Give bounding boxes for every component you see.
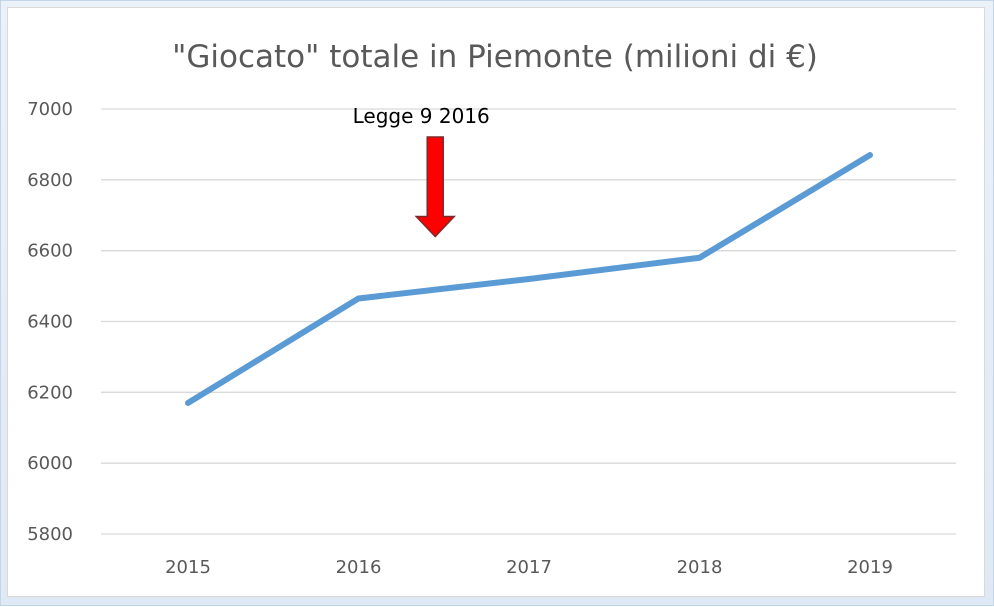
series-group <box>188 155 870 403</box>
x-tick-label-2019: 2019 <box>847 557 893 578</box>
y-tick-label-6400: 6400 <box>27 312 73 333</box>
y-tick-label-6600: 6600 <box>27 241 73 262</box>
annotation-arrow <box>416 137 454 237</box>
y-tick-label-6800: 6800 <box>27 170 73 191</box>
x-tick-label-2016: 2016 <box>336 557 382 578</box>
y-tick-label-5800: 5800 <box>27 524 73 545</box>
y-axis-ticks: 5800 6000 6200 6400 6600 6800 7000 <box>27 99 73 545</box>
annotation-label: Legge 9 2016 <box>353 104 490 128</box>
y-tick-label-7000: 7000 <box>27 99 73 120</box>
x-axis-ticks: 2015 2016 2017 2018 2019 <box>165 557 893 578</box>
y-tick-label-6000: 6000 <box>27 453 73 474</box>
y-tick-label-6200: 6200 <box>27 382 73 403</box>
x-tick-label-2018: 2018 <box>677 557 723 578</box>
gridlines <box>101 109 956 534</box>
annotations: Legge 9 2016 <box>353 104 490 237</box>
x-tick-label-2015: 2015 <box>165 557 211 578</box>
chart-title: "Giocato" totale in Piemonte (milioni di… <box>172 39 818 75</box>
x-tick-label-2017: 2017 <box>506 557 552 578</box>
